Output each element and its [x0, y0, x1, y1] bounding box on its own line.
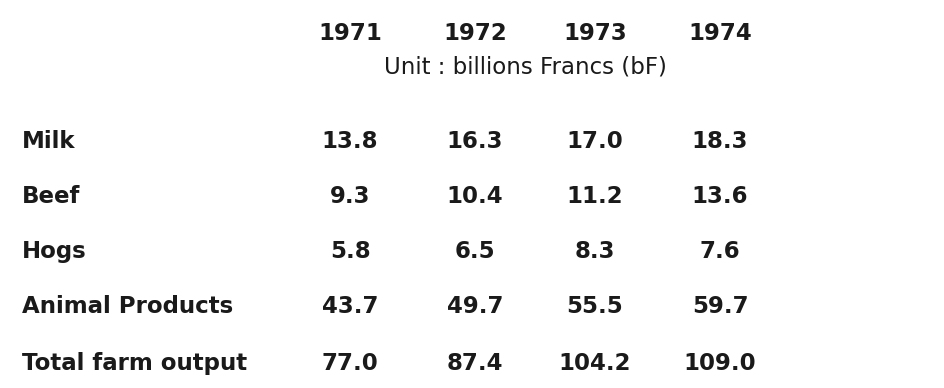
Text: 87.4: 87.4 — [447, 352, 503, 375]
Text: 8.3: 8.3 — [574, 240, 615, 263]
Text: 13.6: 13.6 — [691, 185, 748, 208]
Text: 49.7: 49.7 — [447, 295, 503, 318]
Text: 1971: 1971 — [318, 22, 381, 45]
Text: Hogs: Hogs — [22, 240, 87, 263]
Text: 11.2: 11.2 — [566, 185, 623, 208]
Text: 9.3: 9.3 — [329, 185, 370, 208]
Text: 55.5: 55.5 — [566, 295, 623, 318]
Text: 5.8: 5.8 — [329, 240, 370, 263]
Text: 43.7: 43.7 — [321, 295, 378, 318]
Text: 18.3: 18.3 — [691, 130, 748, 153]
Text: 16.3: 16.3 — [447, 130, 503, 153]
Text: 1974: 1974 — [687, 22, 751, 45]
Text: 59.7: 59.7 — [691, 295, 748, 318]
Text: Total farm output: Total farm output — [22, 352, 247, 375]
Text: 7.6: 7.6 — [699, 240, 739, 263]
Text: 13.8: 13.8 — [321, 130, 378, 153]
Text: 104.2: 104.2 — [558, 352, 631, 375]
Text: 17.0: 17.0 — [566, 130, 623, 153]
Text: Beef: Beef — [22, 185, 80, 208]
Text: 109.0: 109.0 — [683, 352, 755, 375]
Text: 77.0: 77.0 — [321, 352, 378, 375]
Text: 10.4: 10.4 — [447, 185, 503, 208]
Text: 1972: 1972 — [443, 22, 506, 45]
Text: Unit : billions Francs (bF): Unit : billions Francs (bF) — [383, 55, 666, 78]
Text: Animal Products: Animal Products — [22, 295, 233, 318]
Text: 1973: 1973 — [563, 22, 626, 45]
Text: 6.5: 6.5 — [454, 240, 495, 263]
Text: Milk: Milk — [22, 130, 76, 153]
